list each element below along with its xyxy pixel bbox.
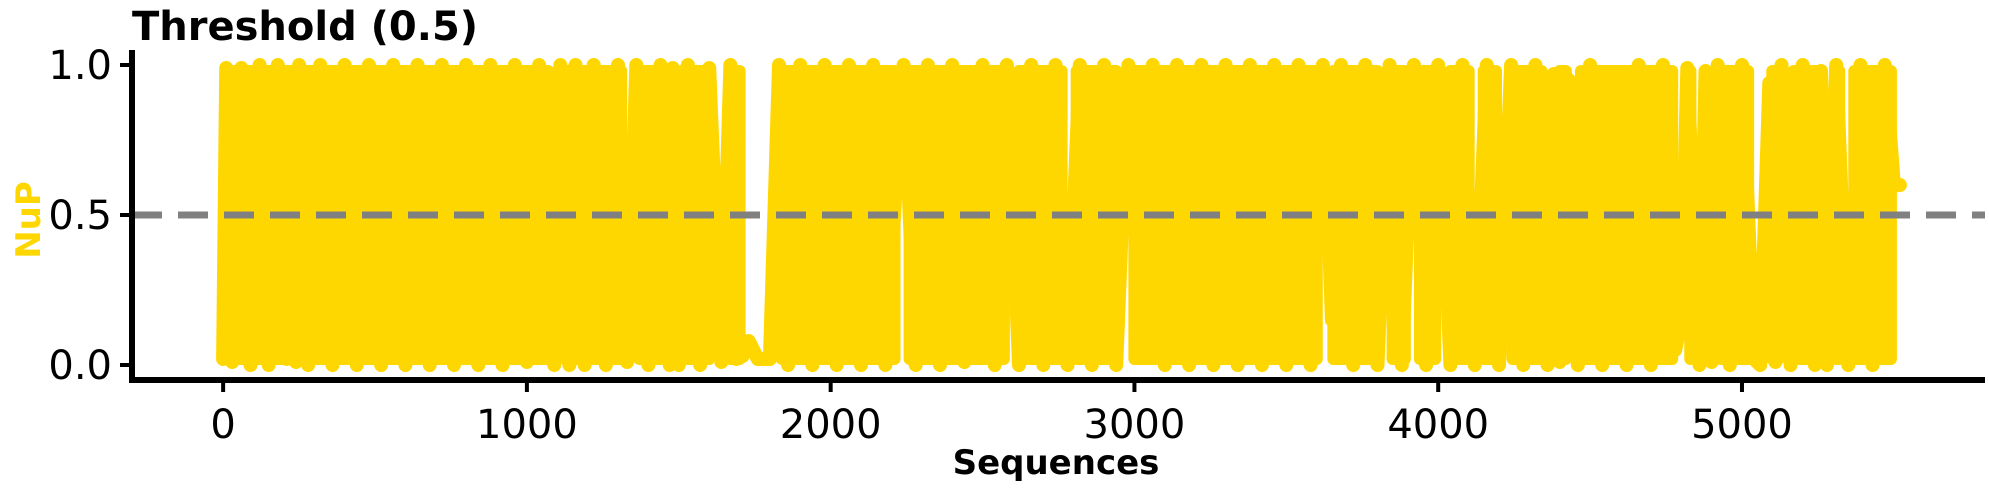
y-tick-label: 0.0 <box>48 343 112 389</box>
y-tick-label: 1.0 <box>48 43 112 89</box>
x-tick-label: 5000 <box>1691 402 1793 448</box>
x-ticks: 0 1000 2000 3000 4000 5000 <box>210 380 1793 448</box>
y-axis-label: NuP <box>9 181 49 259</box>
y-tick-label: 0.5 <box>48 193 112 239</box>
x-tick-label: 0 <box>210 402 235 448</box>
x-tick-label: 2000 <box>780 402 882 448</box>
x-tick-label: 3000 <box>1084 402 1186 448</box>
y-ticks: 0.0 0.5 1.0 <box>48 43 132 389</box>
chart-title: Threshold (0.5) <box>132 4 478 50</box>
x-axis-label: Sequences <box>953 443 1160 483</box>
x-tick-label: 1000 <box>476 402 578 448</box>
x-tick-label: 4000 <box>1387 402 1489 448</box>
